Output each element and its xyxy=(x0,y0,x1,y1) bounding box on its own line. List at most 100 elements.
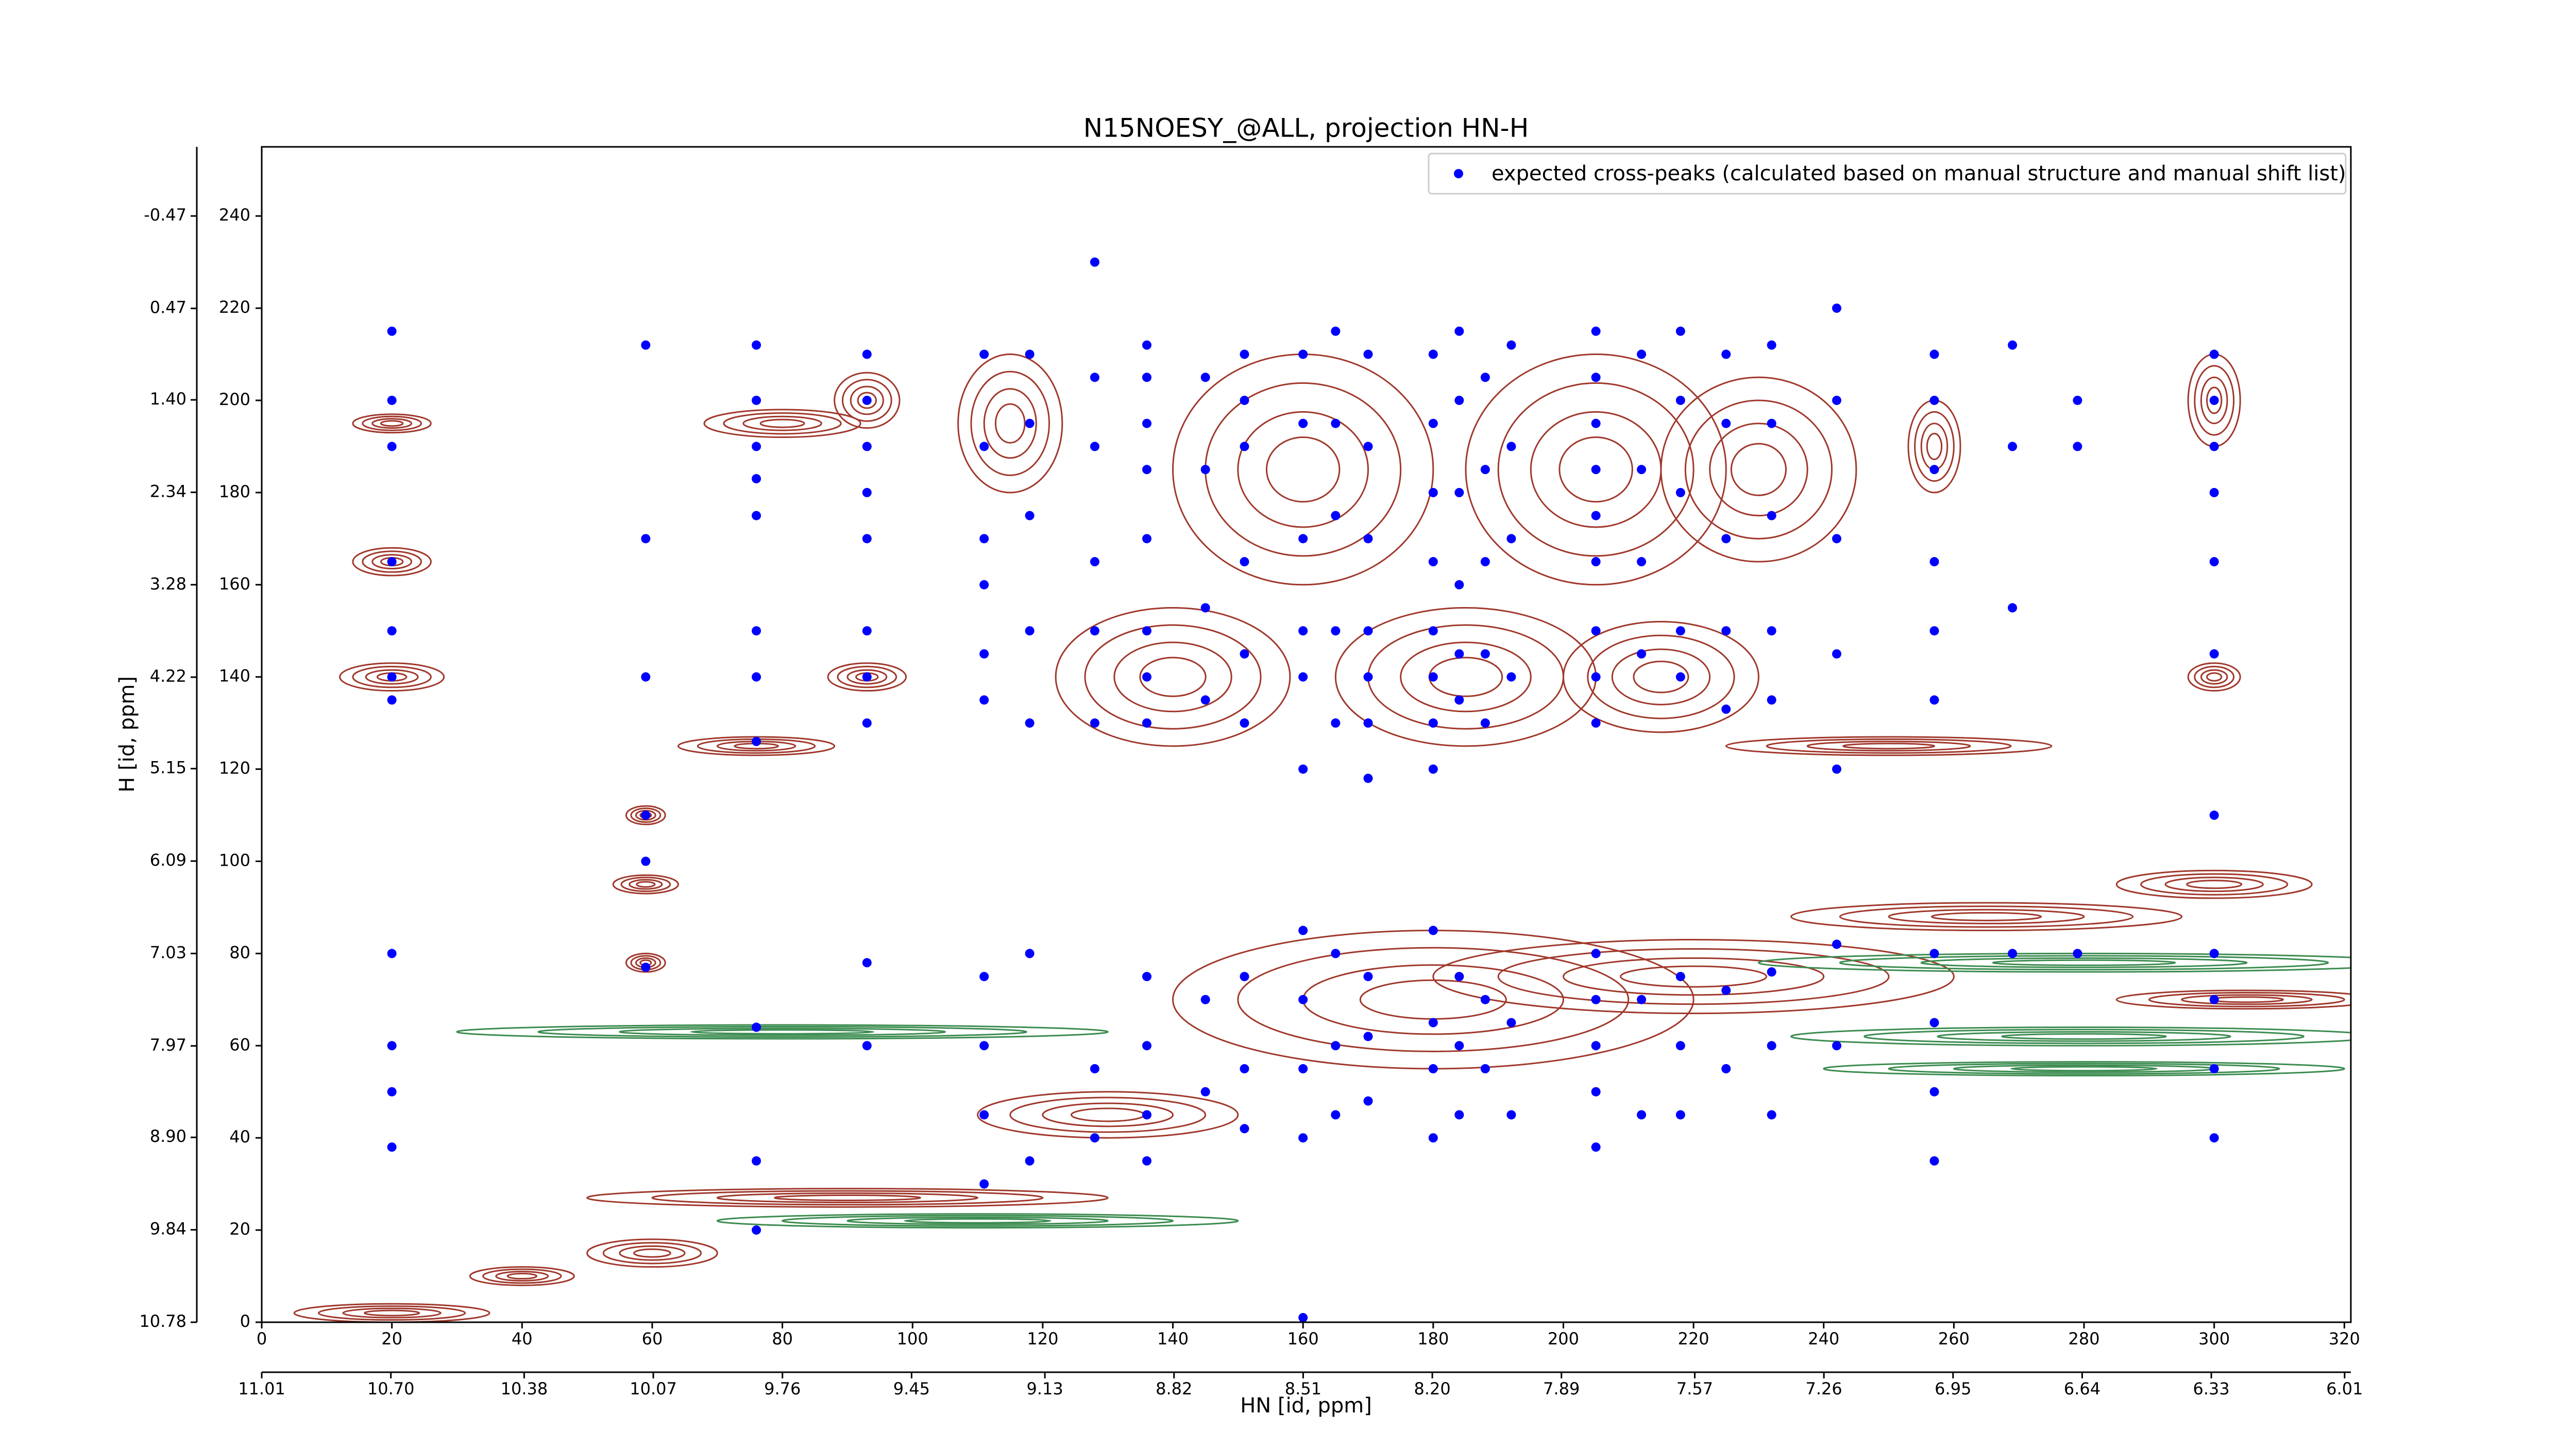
legend-box xyxy=(1428,153,2347,195)
cross-peak xyxy=(1506,442,1516,451)
contour xyxy=(1660,376,1857,563)
contour xyxy=(495,1271,549,1282)
cross-peak xyxy=(2209,487,2219,497)
cross-peak xyxy=(1142,465,1152,475)
cross-peak xyxy=(1240,395,1249,405)
x2-tick-label: 6.01 xyxy=(2326,1379,2363,1399)
y-tick-label: 160 xyxy=(219,574,250,594)
cross-peak xyxy=(2209,442,2219,451)
contour xyxy=(339,662,445,692)
contour xyxy=(1920,957,2248,968)
cross-peak xyxy=(979,534,989,544)
cross-peak xyxy=(1929,465,1939,475)
cross-peak xyxy=(1025,626,1035,636)
contour xyxy=(2187,662,2241,692)
plot-area xyxy=(293,257,2351,1322)
cross-peak xyxy=(1480,557,1490,567)
cross-peak xyxy=(1767,1110,1776,1120)
contour xyxy=(352,413,432,434)
cross-peak xyxy=(1591,373,1601,382)
cross-peak xyxy=(1832,764,1842,774)
cross-peak xyxy=(1454,695,1464,705)
cross-peak xyxy=(1298,1064,1308,1074)
contour xyxy=(904,1218,1052,1224)
cross-peak xyxy=(2209,1064,2219,1074)
x-axis-label: HN [id, ppm] xyxy=(1240,1394,1372,1418)
cross-peak xyxy=(2209,949,2219,958)
cross-peak xyxy=(387,1041,397,1051)
contour xyxy=(1790,1026,2351,1047)
contour xyxy=(602,1242,702,1265)
cross-peak xyxy=(1331,511,1341,520)
contour xyxy=(1265,436,1341,503)
cross-peak xyxy=(1331,949,1341,958)
cross-peak xyxy=(1240,649,1249,659)
cross-peak xyxy=(1428,349,1438,359)
cross-peak xyxy=(387,557,397,567)
cross-peak xyxy=(979,349,989,359)
contour xyxy=(1806,740,1971,752)
cross-peak xyxy=(1721,626,1731,636)
cross-peak xyxy=(387,949,397,958)
cross-peak xyxy=(752,672,761,682)
contour xyxy=(318,1305,466,1321)
y-tick-label: 120 xyxy=(219,759,250,778)
contour xyxy=(1766,738,2012,754)
y-tick-label: 200 xyxy=(219,390,250,409)
cross-peak xyxy=(752,474,761,484)
contour xyxy=(629,879,663,890)
cross-peak xyxy=(1767,418,1776,428)
cross-peak xyxy=(1721,985,1731,995)
y-tick-label: 180 xyxy=(219,482,250,501)
cross-peak xyxy=(1298,626,1308,636)
contour xyxy=(352,547,432,577)
cross-peak xyxy=(1142,1041,1152,1051)
x2-tick-label: 8.51 xyxy=(1285,1379,1321,1399)
contour xyxy=(1888,908,2085,924)
x2-tick-label: 10.70 xyxy=(367,1379,415,1399)
contour xyxy=(1730,443,1787,496)
contour xyxy=(364,1309,420,1317)
cross-peak xyxy=(862,958,872,968)
contour xyxy=(1009,1097,1207,1133)
contour xyxy=(2200,376,2228,425)
legend-marker xyxy=(1454,169,1463,178)
cross-peak xyxy=(1090,257,1099,267)
x-tick-label: 320 xyxy=(2329,1329,2360,1349)
contour xyxy=(1237,947,1630,1052)
cross-peak xyxy=(1428,487,1438,497)
cross-peak xyxy=(2209,349,2219,359)
cross-peak xyxy=(1721,349,1731,359)
cross-peak xyxy=(1090,626,1099,636)
contour xyxy=(1790,902,2183,932)
cross-peak xyxy=(1929,695,1939,705)
y2-tick-label: 2.34 xyxy=(150,481,187,501)
contour xyxy=(723,412,842,435)
cross-peak xyxy=(1090,373,1099,382)
cross-peak xyxy=(1331,718,1341,728)
cross-peak xyxy=(1767,511,1776,520)
cross-peak xyxy=(1298,349,1308,359)
contour xyxy=(506,1273,538,1280)
contour xyxy=(827,662,907,692)
cross-peak xyxy=(1331,626,1341,636)
cross-peak xyxy=(862,442,872,451)
cross-peak xyxy=(387,442,397,451)
contour xyxy=(1562,620,1759,733)
contour xyxy=(977,1091,1239,1139)
cross-peak xyxy=(1428,1064,1438,1074)
cross-peak xyxy=(1428,925,1438,935)
contour xyxy=(586,1188,1109,1208)
cross-peak xyxy=(1025,718,1035,728)
contour xyxy=(2115,989,2351,1010)
contour xyxy=(651,1190,1044,1206)
cross-peak xyxy=(1428,418,1438,428)
x-tick-label: 180 xyxy=(1417,1329,1449,1349)
x2-tick-label: 8.82 xyxy=(1156,1379,1192,1399)
contour xyxy=(482,1268,562,1284)
cross-peak xyxy=(2209,557,2219,567)
cross-peak xyxy=(641,963,651,972)
contour xyxy=(2148,991,2345,1007)
x2-tick-label: 7.26 xyxy=(1806,1379,1842,1399)
contour xyxy=(1042,1102,1174,1127)
